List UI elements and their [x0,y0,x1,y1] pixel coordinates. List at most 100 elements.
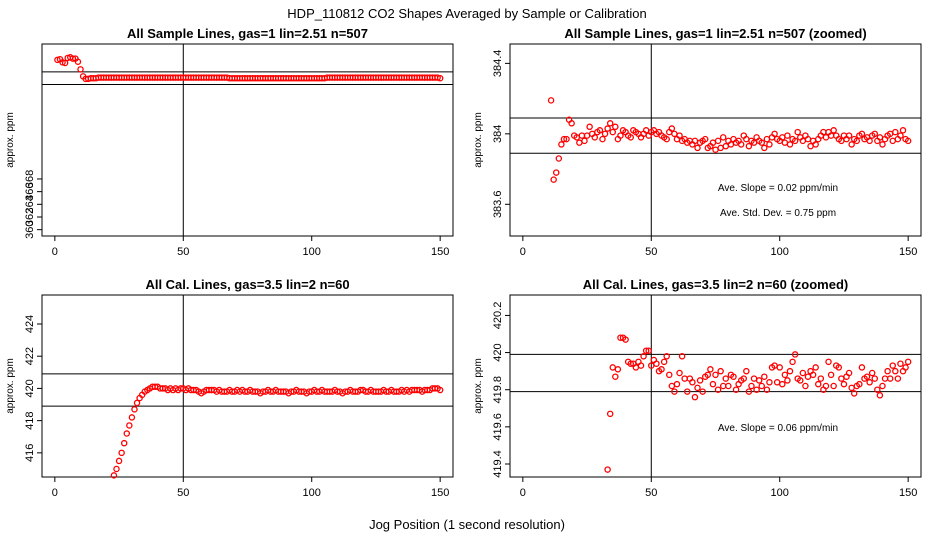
data-point [722,142,730,150]
data-point [604,466,611,473]
data-point [812,141,819,148]
data-point [550,176,557,183]
y-tick-label: 420.2 [492,302,504,330]
panel-title: All Cal. Lines, gas=3.5 lin=2 n=60 (zoom… [583,277,849,292]
data-point [853,137,861,145]
data-point [612,373,619,380]
x-tick-label: 0 [52,246,58,258]
y-tick-label: 422 [24,347,36,365]
data-point [627,134,634,141]
panel-sample-lines-zoomed: All Sample Lines, gas=1 lin=2.51 n=507 (… [473,26,922,258]
y-tick-label: 419.6 [492,413,504,441]
data-point [748,382,755,390]
data-point [712,146,719,153]
x-tick-label: 50 [645,246,657,258]
data-point [606,120,614,127]
data-point [807,142,814,150]
data-point [904,137,912,145]
data-point [552,169,560,176]
data-point [812,364,819,371]
data-point [874,386,881,393]
data-point [771,130,778,138]
data-point [786,141,794,148]
data-point [809,371,817,379]
data-point [663,353,670,360]
data-point [604,125,611,132]
data-point [904,358,912,366]
data-point [758,139,765,146]
data-point [781,371,789,379]
x-tick-label: 150 [899,246,917,258]
data-point [110,472,118,479]
data-point [689,379,696,386]
data-point [666,371,673,379]
data-point [779,380,786,388]
y-axis-label: approx. ppm [473,358,484,414]
data-point [879,141,886,148]
y-tick-label: 366 [24,182,36,200]
y-tick-label: 416 [24,444,36,462]
data-point [576,139,583,146]
data-point [753,386,760,393]
data-point [671,388,678,395]
data-point [817,375,825,382]
annotation: Ave. Slope = 0.06 ppm/min [718,423,838,434]
data-point [802,382,809,390]
y-tick-label: 419.4 [492,450,504,478]
data-point [766,379,773,386]
data-point [696,377,704,384]
data-point [115,457,123,465]
data-point [658,366,665,373]
data-point [791,137,799,145]
data-point [676,132,683,139]
data-point [856,380,863,388]
data-point [133,399,141,407]
y-tick-label: 364 [24,195,36,213]
data-point [694,144,701,152]
data-point [717,144,724,152]
data-point [583,132,591,139]
data-point [781,139,789,146]
data-point [69,55,77,62]
data-point [830,127,837,134]
data-point [848,141,855,148]
data-point [707,366,714,373]
data-point [123,430,131,437]
data-point [784,132,791,139]
data-point [871,130,879,138]
data-point [889,137,896,145]
x-tick-label: 0 [52,487,58,499]
x-tick-label: 100 [771,487,789,499]
data-point [789,358,796,366]
data-point [822,382,830,390]
data-point [563,135,570,143]
y-axis-label: approx. ppm [5,112,16,168]
x-tick-label: 50 [645,487,657,499]
data-point [899,127,907,134]
x-tick-label: 150 [899,487,917,499]
data-point [596,127,604,134]
data-point [568,120,575,127]
data-point [560,135,568,143]
data-point [691,393,699,401]
y-tick-label: 362 [24,208,36,226]
data-point [892,367,899,375]
data-point [755,377,763,384]
data-point [681,375,688,382]
data-point [889,362,896,369]
panel-cal-lines-zoomed: All Cal. Lines, gas=3.5 lin=2 n=60 (zoom… [473,277,922,499]
data-point [120,439,128,447]
data-point [581,137,588,145]
data-point [617,132,624,139]
x-tick-label: 100 [771,246,789,258]
data-point [745,388,753,395]
data-point [838,375,845,382]
data-point [668,382,676,390]
data-point [719,134,727,141]
data-point [745,142,753,150]
data-point [704,371,712,379]
data-point [601,130,609,138]
data-point [863,373,871,380]
data-point [845,369,853,377]
data-point [825,358,832,366]
